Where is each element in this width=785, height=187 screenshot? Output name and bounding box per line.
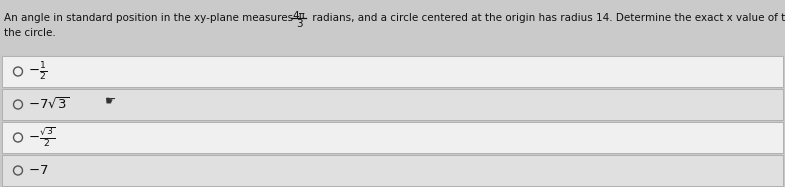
Text: the circle.: the circle. — [4, 28, 56, 38]
Bar — [2, 155, 783, 186]
Text: An angle in standard position in the xy-plane measures: An angle in standard position in the xy-… — [4, 13, 297, 23]
Bar — [2, 122, 783, 153]
Bar — [2, 89, 783, 120]
Text: $-7$: $-7$ — [28, 164, 49, 177]
Text: 3: 3 — [296, 19, 303, 29]
Text: radians, and a circle centered at the origin has radius 14. Determine the exact : radians, and a circle centered at the or… — [309, 13, 785, 23]
Text: $-\frac{\sqrt{3}}{2}$: $-\frac{\sqrt{3}}{2}$ — [28, 126, 56, 149]
Bar — [2, 56, 783, 87]
Text: $-7\sqrt{3}$: $-7\sqrt{3}$ — [28, 97, 70, 112]
Text: ☛: ☛ — [105, 95, 116, 108]
Bar — [0, 0, 785, 55]
Text: $-\frac{1}{2}$: $-\frac{1}{2}$ — [28, 60, 48, 83]
Text: 4π: 4π — [292, 11, 305, 21]
